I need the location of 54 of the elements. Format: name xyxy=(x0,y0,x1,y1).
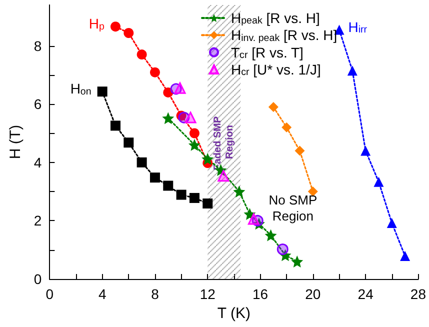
x-tick-label: 4 xyxy=(98,286,106,302)
point xyxy=(176,190,186,200)
y-tick-label: 8 xyxy=(34,38,42,54)
x-tick-label: 24 xyxy=(358,286,374,302)
x-tick-label: 20 xyxy=(305,286,321,302)
point xyxy=(360,146,371,156)
point xyxy=(244,208,256,220)
y-tick-label: 2 xyxy=(34,212,42,229)
point xyxy=(291,256,304,268)
point xyxy=(202,198,213,209)
point xyxy=(163,180,174,191)
point xyxy=(252,218,265,230)
x-axis-title: T (K) xyxy=(217,304,250,322)
point xyxy=(400,250,410,261)
y-tick-label: 4 xyxy=(34,154,42,170)
point xyxy=(347,66,358,76)
x-tick-label: 16 xyxy=(252,286,268,302)
y-tick-label: 0 xyxy=(34,271,42,287)
point xyxy=(233,186,246,198)
point xyxy=(124,138,134,148)
point xyxy=(110,120,120,131)
point xyxy=(110,22,120,32)
point xyxy=(276,244,288,256)
x-tick-label: 28 xyxy=(410,286,426,302)
point xyxy=(218,170,230,182)
point xyxy=(386,218,397,228)
point xyxy=(124,28,134,38)
point xyxy=(176,110,186,121)
point xyxy=(279,249,292,262)
point xyxy=(294,146,305,156)
point xyxy=(174,82,186,94)
point xyxy=(282,122,292,132)
y-tick-label: 6 xyxy=(34,96,42,112)
point xyxy=(162,112,174,124)
point xyxy=(189,128,200,138)
annotation: No SMP Region xyxy=(268,192,318,224)
point xyxy=(184,112,196,124)
point xyxy=(150,67,160,78)
point xyxy=(189,192,200,203)
point xyxy=(248,213,260,225)
y-axis-title: H (T) xyxy=(7,124,24,160)
point xyxy=(202,152,214,165)
point xyxy=(97,86,108,97)
point xyxy=(163,87,174,98)
point xyxy=(150,172,160,183)
point xyxy=(264,229,277,242)
point xyxy=(268,102,278,112)
x-tick-label: 0 xyxy=(46,286,54,302)
x-tick-label: 8 xyxy=(151,286,160,302)
point xyxy=(374,176,384,187)
point xyxy=(188,138,200,151)
point xyxy=(136,157,147,168)
point xyxy=(136,50,147,60)
x-tick-label: 12 xyxy=(200,286,216,302)
